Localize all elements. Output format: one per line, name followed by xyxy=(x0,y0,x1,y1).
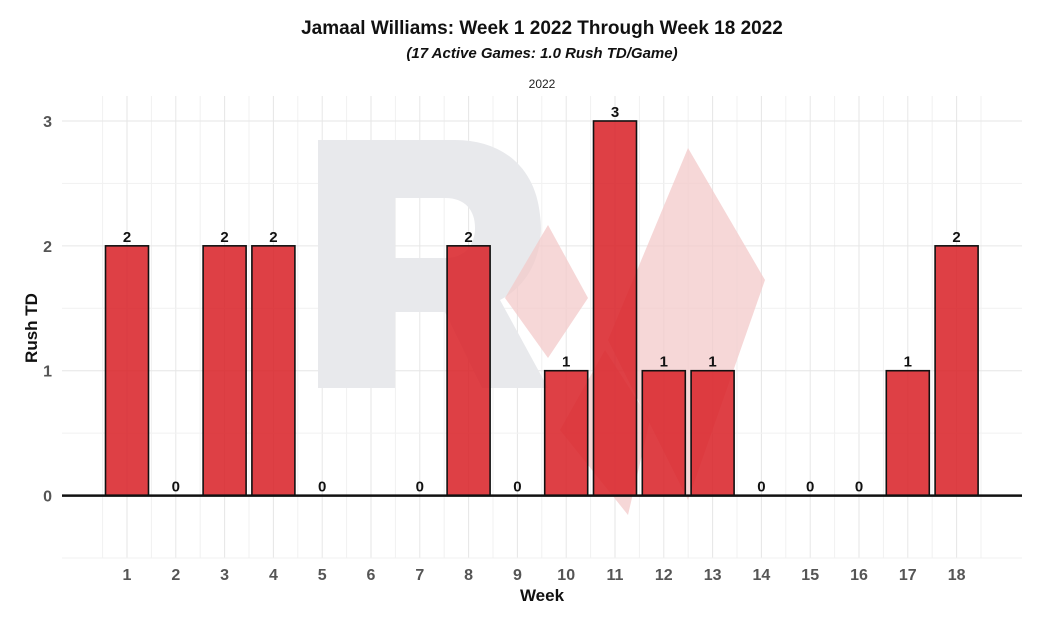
data-label-week-16: 0 xyxy=(855,479,863,496)
bar-week-1 xyxy=(104,245,150,497)
x-tick-label: 12 xyxy=(655,567,673,584)
x-tick-label: 10 xyxy=(557,567,575,584)
y-axis-ticks: 0 1 2 3 xyxy=(43,114,52,506)
bar-week-4 xyxy=(251,245,296,497)
bar-week-13 xyxy=(690,369,735,497)
x-axis-title: Week xyxy=(520,586,565,605)
x-tick-label: 13 xyxy=(704,567,722,584)
data-labels: 2 0 2 2 0 0 2 0 1 3 1 1 0 0 0 1 2 xyxy=(123,104,961,496)
x-axis-ticks: 1 2 3 4 5 6 7 8 9 10 11 12 13 14 15 16 17 18 xyxy=(123,567,966,584)
bars xyxy=(104,120,979,497)
x-tick-label: 2 xyxy=(171,567,180,584)
facet-label: 2022 xyxy=(529,77,556,91)
x-tick-label: 1 xyxy=(123,567,132,584)
data-label-week-9: 0 xyxy=(513,479,521,496)
y-tick-label: 2 xyxy=(43,239,52,256)
data-label-week-1: 2 xyxy=(123,229,131,246)
bar-week-10 xyxy=(543,369,589,497)
data-label-week-14: 0 xyxy=(757,479,765,496)
data-label-week-3: 2 xyxy=(220,229,228,246)
bar-week-8 xyxy=(446,245,491,497)
data-label-week-8: 2 xyxy=(464,229,472,246)
y-axis-title: Rush TD xyxy=(22,293,41,363)
x-tick-label: 18 xyxy=(948,567,966,584)
chart-title: Jamaal Williams: Week 1 2022 Through Wee… xyxy=(301,18,783,39)
x-tick-label: 17 xyxy=(899,567,917,584)
x-tick-label: 7 xyxy=(415,567,424,584)
x-tick-label: 5 xyxy=(318,567,327,584)
data-label-week-18: 2 xyxy=(952,229,960,246)
bar-week-18 xyxy=(934,245,979,497)
x-tick-label: 9 xyxy=(513,567,522,584)
x-tick-label: 16 xyxy=(850,567,868,584)
y-tick-label: 3 xyxy=(43,114,52,131)
y-tick-label: 0 xyxy=(43,489,52,506)
data-label-week-11: 3 xyxy=(611,104,619,121)
data-label-week-12: 1 xyxy=(660,354,668,371)
x-tick-label: 6 xyxy=(367,567,376,584)
bar-week-3 xyxy=(202,245,247,497)
data-label-week-17: 1 xyxy=(904,354,912,371)
watermark-diamond-small xyxy=(505,225,588,358)
data-label-week-7: 0 xyxy=(416,479,424,496)
data-label-week-10: 1 xyxy=(562,354,570,371)
x-tick-label: 3 xyxy=(220,567,229,584)
data-label-week-2: 0 xyxy=(172,479,180,496)
bar-week-11 xyxy=(592,120,638,497)
x-tick-label: 8 xyxy=(464,567,473,584)
watermark-letter-r xyxy=(318,140,548,388)
bar-week-12 xyxy=(641,369,687,497)
data-label-week-15: 0 xyxy=(806,479,814,496)
chart-subtitle: (17 Active Games: 1.0 Rush TD/Game) xyxy=(406,45,677,62)
x-tick-label: 4 xyxy=(269,567,278,584)
x-tick-label: 14 xyxy=(753,567,771,584)
x-tick-label: 11 xyxy=(607,567,624,584)
bar-week-17 xyxy=(885,369,931,497)
y-tick-label: 1 xyxy=(43,364,52,381)
x-tick-label: 15 xyxy=(801,567,819,584)
data-label-week-13: 1 xyxy=(708,354,716,371)
data-label-week-5: 0 xyxy=(318,479,326,496)
data-label-week-4: 2 xyxy=(269,229,277,246)
